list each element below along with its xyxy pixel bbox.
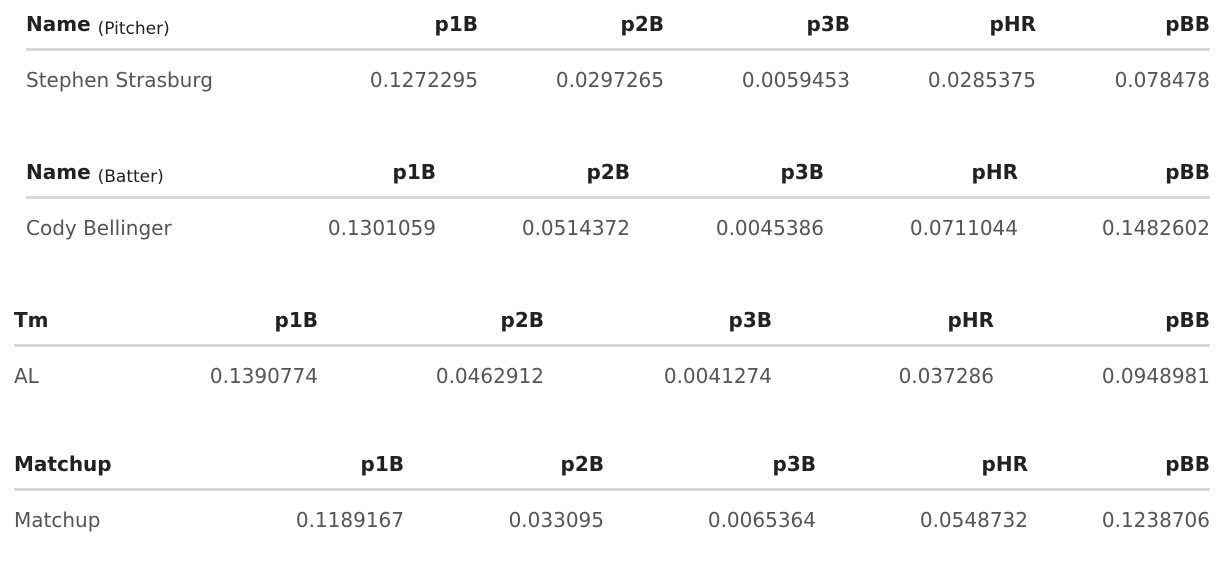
team-name-header: Tm	[14, 308, 49, 332]
table-row: Matchup 0.1189167 0.033095 0.0065364 0.0…	[14, 490, 1210, 550]
table-row: AL 0.1390774 0.0462912 0.0041274 0.03728…	[14, 346, 1210, 406]
batter-header-row: Name (Batter) p1B p2B p3B pHR pBB	[26, 148, 1210, 198]
team-table: Tm p1B p2B p3B pHR pBB AL 0.1390774 0.04…	[14, 296, 1210, 405]
pitcher-phr-header: pHR	[989, 12, 1036, 36]
matchup-phr-cell: 0.0548732	[919, 508, 1028, 532]
matchup-name-cell: Matchup	[14, 508, 101, 532]
batter-table-block: Name (Batter) p1B p2B p3B pHR pBB Cody B…	[0, 148, 1221, 257]
batter-name-header: Name (Batter)	[26, 148, 256, 198]
pitcher-p3b-cell: 0.0059453	[741, 68, 850, 92]
matchup-header-row: Matchup p1B p2B p3B pHR pBB	[14, 440, 1210, 490]
batter-phr-cell: 0.0711044	[909, 216, 1018, 240]
pitcher-p1b-cell: 0.1272295	[369, 68, 478, 92]
matchup-p3b-header: p3B	[772, 452, 816, 476]
pitcher-header-row: Name (Pitcher) p1B p2B p3B pHR pBB	[26, 0, 1210, 50]
team-name-cell: AL	[14, 364, 39, 388]
table-row: Stephen Strasburg 0.1272295 0.0297265 0.…	[26, 50, 1210, 110]
matchup-pbb-header: pBB	[1165, 452, 1210, 476]
team-p3b-cell: 0.0041274	[663, 364, 772, 388]
team-p1b-header: p1B	[274, 308, 318, 332]
matchup-table: Matchup p1B p2B p3B pHR pBB Matchup 0.11…	[14, 440, 1210, 549]
matchup-p2b-cell: 0.033095	[508, 508, 604, 532]
pitcher-role-note: (Pitcher)	[97, 19, 170, 39]
pitcher-table-block: Name (Pitcher) p1B p2B p3B pHR pBB Steph…	[0, 0, 1221, 109]
batter-pbb-header: pBB	[1165, 160, 1210, 184]
pitcher-p1b-header: p1B	[434, 12, 478, 36]
name-header-label: Name	[26, 160, 91, 184]
team-phr-cell: 0.037286	[898, 364, 994, 388]
team-p1b-cell: 0.1390774	[209, 364, 318, 388]
pitcher-name-header: Name (Pitcher)	[26, 0, 296, 50]
batter-p3b-header: p3B	[780, 160, 824, 184]
team-pbb-header: pBB	[1165, 308, 1210, 332]
team-p2b-cell: 0.0462912	[435, 364, 544, 388]
team-table-block: Tm p1B p2B p3B pHR pBB AL 0.1390774 0.04…	[0, 296, 1221, 405]
batter-p1b-cell: 0.1301059	[327, 216, 436, 240]
batter-p3b-cell: 0.0045386	[715, 216, 824, 240]
pitcher-table: Name (Pitcher) p1B p2B p3B pHR pBB Steph…	[26, 0, 1210, 109]
matchup-p1b-header: p1B	[360, 452, 404, 476]
batter-p1b-header: p1B	[392, 160, 436, 184]
team-p2b-header: p2B	[500, 308, 544, 332]
batter-table: Name (Batter) p1B p2B p3B pHR pBB Cody B…	[26, 148, 1210, 257]
pitcher-phr-cell: 0.0285375	[927, 68, 1036, 92]
matchup-table-block: Matchup p1B p2B p3B pHR pBB Matchup 0.11…	[0, 440, 1221, 549]
pitcher-p2b-header: p2B	[620, 12, 664, 36]
matchup-p3b-cell: 0.0065364	[707, 508, 816, 532]
batter-p2b-cell: 0.0514372	[521, 216, 630, 240]
pitcher-p2b-cell: 0.0297265	[555, 68, 664, 92]
pitcher-p3b-header: p3B	[806, 12, 850, 36]
team-pbb-cell: 0.0948981	[1101, 364, 1210, 388]
matchup-phr-header: pHR	[981, 452, 1028, 476]
batter-name-cell: Cody Bellinger	[26, 216, 172, 240]
matchup-p1b-cell: 0.1189167	[295, 508, 404, 532]
batter-phr-header: pHR	[971, 160, 1018, 184]
pitcher-pbb-header: pBB	[1165, 12, 1210, 36]
batter-p2b-header: p2B	[586, 160, 630, 184]
table-row: Cody Bellinger 0.1301059 0.0514372 0.004…	[26, 198, 1210, 258]
matchup-pbb-cell: 0.1238706	[1101, 508, 1210, 532]
batter-pbb-cell: 0.1482602	[1101, 216, 1210, 240]
batter-role-note: (Batter)	[97, 167, 164, 187]
team-header-row: Tm p1B p2B p3B pHR pBB	[14, 296, 1210, 346]
team-phr-header: pHR	[947, 308, 994, 332]
pitcher-pbb-cell: 0.078478	[1114, 68, 1210, 92]
matchup-p2b-header: p2B	[560, 452, 604, 476]
team-p3b-header: p3B	[728, 308, 772, 332]
pitcher-name-cell: Stephen Strasburg	[26, 68, 213, 92]
matchup-name-header: Matchup	[14, 452, 112, 476]
name-header-label: Name	[26, 12, 91, 36]
